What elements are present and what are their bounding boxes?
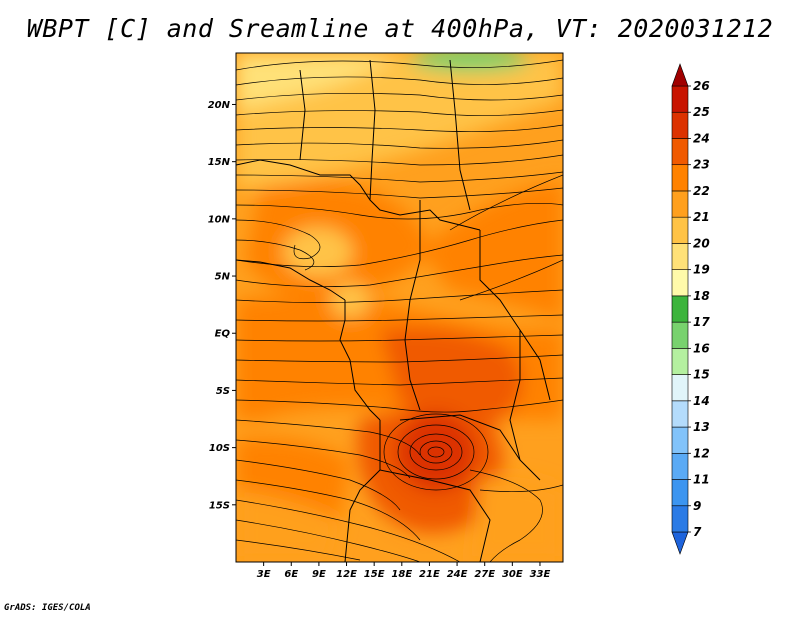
colorbar-swatch <box>671 426 689 454</box>
colorbar-label: 24 <box>693 131 710 145</box>
lat-label: 5S <box>216 386 230 397</box>
colorbar-high-triangle <box>671 63 689 87</box>
lon-label: 18E <box>391 569 412 580</box>
colorbar-label: 23 <box>693 158 710 172</box>
lon-label: 21E <box>419 569 440 580</box>
colorbar-label: 22 <box>693 184 710 198</box>
lon-label: 33E <box>530 569 551 580</box>
latitude-axis: 20N 15N 10N 5N EQ 5S 10S 15S <box>208 100 236 511</box>
colorbar-label: 13 <box>693 420 710 434</box>
colorbar-swatch <box>671 452 689 480</box>
lon-label: 30E <box>502 569 523 580</box>
colorbar-label: 26 <box>693 79 710 93</box>
colorbar-swatch <box>671 111 689 139</box>
colorbar-label: 18 <box>693 289 710 303</box>
map-title: WBPT [C] and Sreamline at 400hPa, VT: 20… <box>26 14 774 43</box>
colorbar-swatch <box>671 190 689 218</box>
colorbar-label: 25 <box>693 105 710 119</box>
lat-label: 10N <box>208 214 231 225</box>
longitude-axis: 3E 6E 9E 12E 15E 18E 21E 24E 27E 30E 33E <box>257 562 551 580</box>
colorbar-swatch <box>671 269 689 297</box>
colorbar-swatch <box>671 479 689 507</box>
colorbar-swatch <box>671 505 689 533</box>
colorbar-swatch <box>671 164 689 192</box>
colorbar-swatch <box>671 374 689 402</box>
lat-label: 20N <box>208 100 231 111</box>
lat-label: 10S <box>209 443 230 454</box>
lat-label: 5N <box>215 272 231 283</box>
colorbar-label: 12 <box>693 446 710 460</box>
map-frame <box>235 52 564 563</box>
colorbar-label: 17 <box>693 315 710 329</box>
colorbar-swatch <box>671 243 689 270</box>
colorbar-label: 9 <box>693 499 701 513</box>
colorbar-label: 19 <box>693 263 710 277</box>
colorbar-label: 7 <box>693 525 702 539</box>
colorbar-label: 16 <box>693 341 710 355</box>
colorbar-label: 20 <box>693 236 710 250</box>
lat-label: EQ <box>215 329 231 340</box>
colorbar: 7 9 11 12 13 14 15 16 17 18 19 20 21 22 23 24 25 26 <box>671 63 710 555</box>
country-borders <box>236 59 551 562</box>
lon-label: 3E <box>257 569 271 580</box>
colorbar-swatch <box>671 321 689 349</box>
colorbar-swatch <box>671 348 689 375</box>
lat-label: 15S <box>209 500 230 511</box>
lon-label: 27E <box>474 569 495 580</box>
lon-label: 15E <box>364 569 385 580</box>
lon-label: 9E <box>312 569 326 580</box>
footer-credit: GrADS: IGES/COLA <box>4 603 91 613</box>
colorbar-swatch <box>671 400 689 428</box>
lon-label: 6E <box>284 569 298 580</box>
colorbar-swatch <box>671 216 689 244</box>
streamlines <box>236 59 563 562</box>
colorbar-label: 15 <box>693 368 710 382</box>
colorbar-label: 11 <box>693 473 710 487</box>
colorbar-swatch <box>671 138 689 166</box>
colorbar-label: 14 <box>693 394 710 408</box>
colorbar-swatch <box>671 295 689 323</box>
lon-label: 12E <box>336 569 357 580</box>
colorbar-label: 21 <box>693 210 710 224</box>
temperature-field <box>236 53 563 562</box>
lat-label: 15N <box>208 157 231 168</box>
lon-label: 24E <box>447 569 468 580</box>
colorbar-swatch <box>671 85 689 113</box>
colorbar-low-triangle <box>671 531 689 555</box>
